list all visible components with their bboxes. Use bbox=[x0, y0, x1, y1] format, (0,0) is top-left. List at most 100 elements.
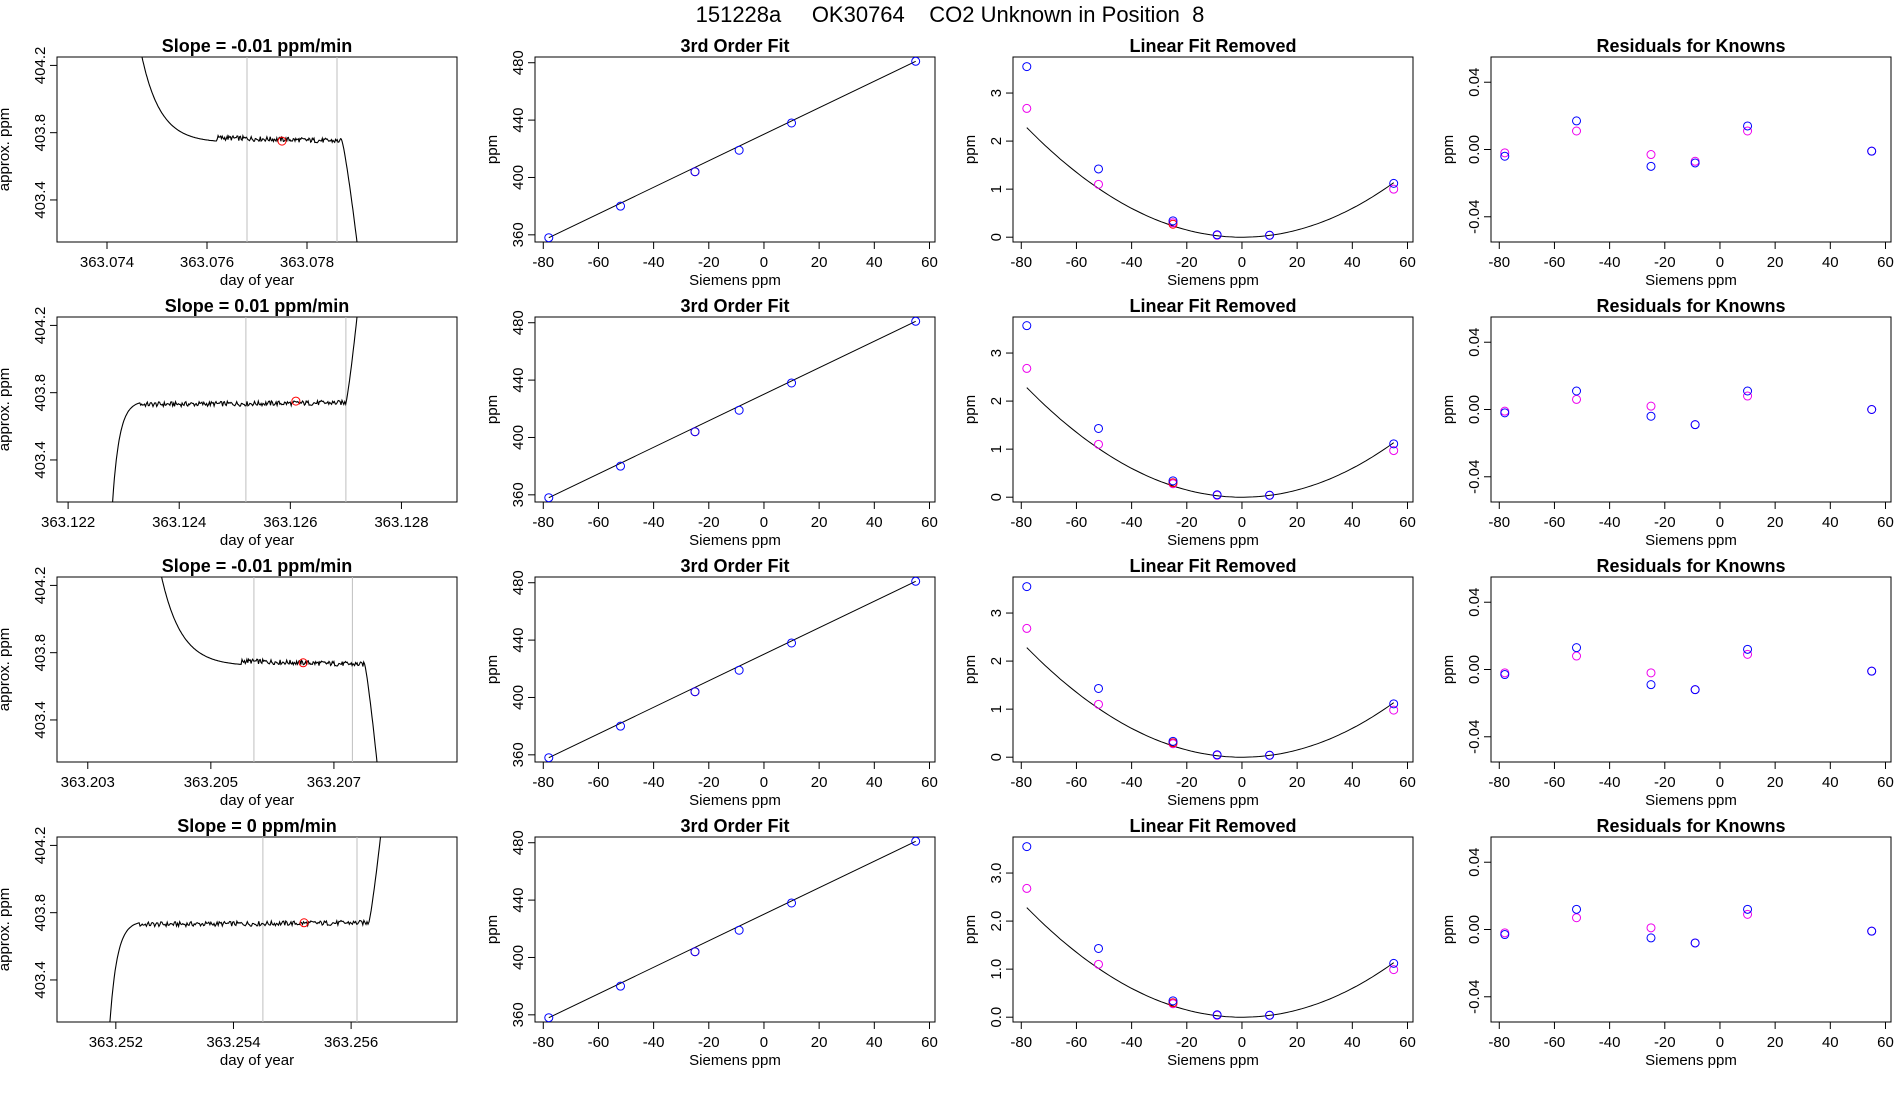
x-tick-label: 60 bbox=[1399, 514, 1416, 531]
chart-panel-4: Residuals for Knowns -80 -60 -40 -20 0 20 40 60 -… bbox=[1440, 36, 1894, 289]
x-tick-label: 60 bbox=[921, 1034, 938, 1051]
analyzer-trace bbox=[141, 57, 358, 242]
point-blue bbox=[544, 233, 554, 242]
x-tick-label: -80 bbox=[1010, 774, 1032, 791]
x-tick-label: -40 bbox=[1121, 1034, 1143, 1051]
y-tick-label: 3 bbox=[988, 349, 1005, 357]
x-tick-label: 363.256 bbox=[324, 1034, 378, 1051]
x-tick-label: 60 bbox=[1877, 774, 1894, 791]
y-tick-label: 480 bbox=[510, 50, 527, 75]
y-tick-label: 400 bbox=[510, 685, 527, 710]
y-tick-label: 404.2 bbox=[32, 307, 49, 345]
x-tick-label: -20 bbox=[1176, 254, 1198, 271]
x-tick-label: 0 bbox=[760, 774, 768, 791]
chart-title: 3rd Order Fit bbox=[680, 816, 789, 836]
x-tick-label: 20 bbox=[1767, 254, 1784, 271]
y-axis-label: ppm bbox=[1440, 135, 1457, 164]
y-tick-label: 3.0 bbox=[988, 863, 1005, 884]
point-blue bbox=[1690, 685, 1700, 695]
x-tick-label: 40 bbox=[1822, 774, 1839, 791]
x-tick-label: 60 bbox=[921, 774, 938, 791]
x-tick-label: -40 bbox=[1121, 774, 1143, 791]
y-tick-label: 0.00 bbox=[1466, 135, 1483, 164]
x-tick-label: 363.074 bbox=[80, 254, 134, 271]
point-blue bbox=[911, 317, 921, 326]
x-tick-label: -60 bbox=[1066, 514, 1088, 531]
point-blue bbox=[911, 57, 921, 66]
point-magenta bbox=[1389, 705, 1399, 715]
y-tick-label: 1.0 bbox=[988, 959, 1005, 980]
point-blue bbox=[734, 665, 744, 675]
y-tick-label: 1 bbox=[988, 185, 1005, 193]
chart-panel-7: Linear Fit Removed -80 -60 -40 -20 0 20 40 60 0 1 2… bbox=[962, 296, 1416, 549]
x-tick-label: -20 bbox=[1176, 1034, 1198, 1051]
x-tick-label: -60 bbox=[1066, 774, 1088, 791]
x-axis-label: Siemens ppm bbox=[1167, 532, 1259, 549]
point-blue bbox=[1212, 230, 1222, 240]
point-blue bbox=[1212, 750, 1222, 760]
x-tick-label: 0 bbox=[1238, 514, 1246, 531]
chart-panel-1: Slope = -0.01 ppm/min 363.074 363.076 363.0… bbox=[0, 36, 458, 289]
chart-panel-13: Slope = 0 ppm/min 363.252 363.254 363.256 40… bbox=[0, 816, 458, 1069]
x-axis-label: day of year bbox=[220, 1052, 294, 1069]
point-blue bbox=[1646, 680, 1656, 690]
x-tick-label: -20 bbox=[698, 1034, 720, 1051]
x-tick-label: 20 bbox=[1289, 1034, 1306, 1051]
quadratic-curve bbox=[1026, 647, 1394, 758]
x-tick-label: -20 bbox=[1654, 1034, 1676, 1051]
x-tick-label: 0 bbox=[1238, 774, 1246, 791]
x-axis-label: Siemens ppm bbox=[689, 1052, 781, 1069]
point-blue bbox=[911, 837, 921, 846]
x-tick-label: -80 bbox=[532, 254, 554, 271]
quadratic-curve bbox=[1026, 907, 1394, 1018]
point-blue bbox=[1022, 62, 1032, 72]
chart-title: Linear Fit Removed bbox=[1129, 816, 1296, 836]
x-tick-label: 40 bbox=[1344, 514, 1361, 531]
y-tick-label: 0.04 bbox=[1466, 588, 1483, 617]
point-magenta bbox=[1646, 150, 1656, 160]
x-tick-label: 20 bbox=[811, 1034, 828, 1051]
chart-title: Linear Fit Removed bbox=[1129, 556, 1296, 576]
chart-panel-5: Slope = 0.01 ppm/min 363.122 363.124 363.12… bbox=[0, 296, 458, 549]
x-axis-label: Siemens ppm bbox=[1645, 532, 1737, 549]
y-tick-label: 440 bbox=[510, 888, 527, 913]
point-blue bbox=[911, 577, 921, 586]
y-tick-label: 480 bbox=[510, 830, 527, 855]
x-tick-label: 60 bbox=[1877, 254, 1894, 271]
y-axis-label: ppm bbox=[484, 395, 501, 424]
point-blue bbox=[787, 378, 797, 388]
y-tick-label: 3 bbox=[988, 609, 1005, 617]
x-tick-label: -80 bbox=[1488, 254, 1510, 271]
point-magenta bbox=[1500, 148, 1510, 158]
mean-marker bbox=[299, 918, 309, 928]
fit-line bbox=[548, 840, 916, 1019]
point-blue bbox=[1022, 321, 1032, 331]
chart-title: Slope = -0.01 ppm/min bbox=[162, 556, 353, 576]
y-axis-label: approx. ppm bbox=[0, 888, 13, 971]
x-axis-label: Siemens ppm bbox=[689, 532, 781, 549]
point-blue bbox=[690, 947, 700, 957]
chart-title: Slope = -0.01 ppm/min bbox=[162, 36, 353, 56]
plot-frame bbox=[1012, 576, 1414, 763]
point-blue bbox=[616, 721, 626, 731]
y-tick-label: 360 bbox=[510, 222, 527, 247]
x-axis-label: day of year bbox=[220, 272, 294, 289]
x-axis-label: Siemens ppm bbox=[1645, 792, 1737, 809]
point-blue bbox=[1743, 386, 1753, 396]
point-blue bbox=[690, 167, 700, 177]
x-tick-label: 60 bbox=[1399, 254, 1416, 271]
y-tick-label: 0 bbox=[988, 493, 1005, 501]
chart-panel-9: Slope = -0.01 ppm/min 363.203 363.205 363.2… bbox=[0, 556, 458, 809]
point-blue bbox=[544, 753, 554, 762]
y-tick-label: 360 bbox=[510, 742, 527, 767]
point-magenta bbox=[1572, 394, 1582, 404]
x-tick-label: 40 bbox=[866, 514, 883, 531]
plot-area bbox=[109, 837, 382, 1022]
plot-frame bbox=[534, 56, 936, 243]
y-axis-label: ppm bbox=[1440, 655, 1457, 684]
x-tick-label: 363.205 bbox=[184, 774, 238, 791]
y-tick-label: 404.2 bbox=[32, 567, 49, 605]
x-axis-label: day of year bbox=[220, 792, 294, 809]
y-tick-label: 403.4 bbox=[32, 181, 49, 219]
point-blue bbox=[1867, 666, 1877, 676]
